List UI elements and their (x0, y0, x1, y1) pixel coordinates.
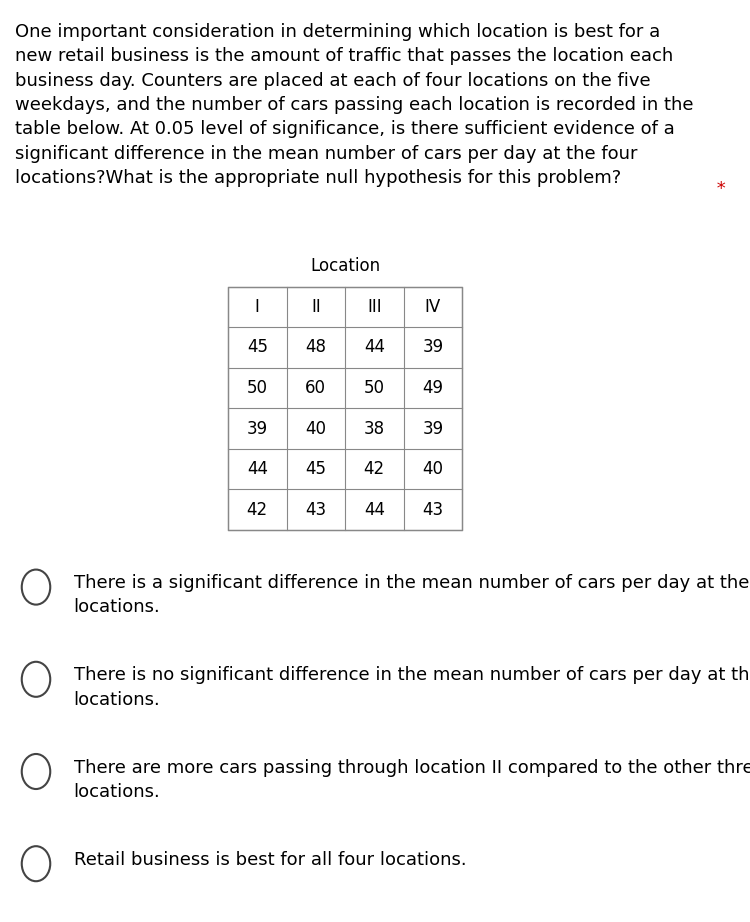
Text: I: I (255, 298, 260, 316)
Circle shape (22, 754, 50, 789)
Text: 39: 39 (422, 338, 443, 357)
Text: There is no significant difference in the mean number of cars per day at the fou: There is no significant difference in th… (74, 667, 750, 709)
Text: There are more cars passing through location II compared to the other three
loca: There are more cars passing through loca… (74, 759, 750, 801)
Text: 44: 44 (247, 460, 268, 479)
Text: *: * (710, 180, 725, 198)
Text: Location: Location (310, 257, 380, 275)
Text: 40: 40 (422, 460, 443, 479)
Text: 38: 38 (364, 420, 385, 438)
Text: 49: 49 (422, 379, 443, 397)
Circle shape (22, 846, 50, 881)
Text: 39: 39 (247, 420, 268, 438)
Text: One important consideration in determining which location is best for a
new reta: One important consideration in determini… (15, 23, 694, 187)
Text: II: II (311, 298, 321, 316)
Text: III: III (367, 298, 382, 316)
Text: 60: 60 (305, 379, 326, 397)
Text: 48: 48 (305, 338, 326, 357)
Circle shape (22, 570, 50, 605)
Text: 40: 40 (305, 420, 326, 438)
Text: 42: 42 (364, 460, 385, 479)
Text: 43: 43 (422, 501, 443, 519)
Text: 50: 50 (247, 379, 268, 397)
Text: There is a significant difference in the mean number of cars per day at the four: There is a significant difference in the… (74, 574, 750, 617)
Text: 42: 42 (247, 501, 268, 519)
Text: 44: 44 (364, 501, 385, 519)
Text: 44: 44 (364, 338, 385, 357)
Text: Retail business is best for all four locations.: Retail business is best for all four loc… (74, 851, 466, 869)
Text: 39: 39 (422, 420, 443, 438)
Text: 43: 43 (305, 501, 326, 519)
Text: 45: 45 (247, 338, 268, 357)
Circle shape (22, 662, 50, 697)
Text: 50: 50 (364, 379, 385, 397)
Text: IV: IV (424, 298, 441, 316)
Text: 45: 45 (305, 460, 326, 479)
